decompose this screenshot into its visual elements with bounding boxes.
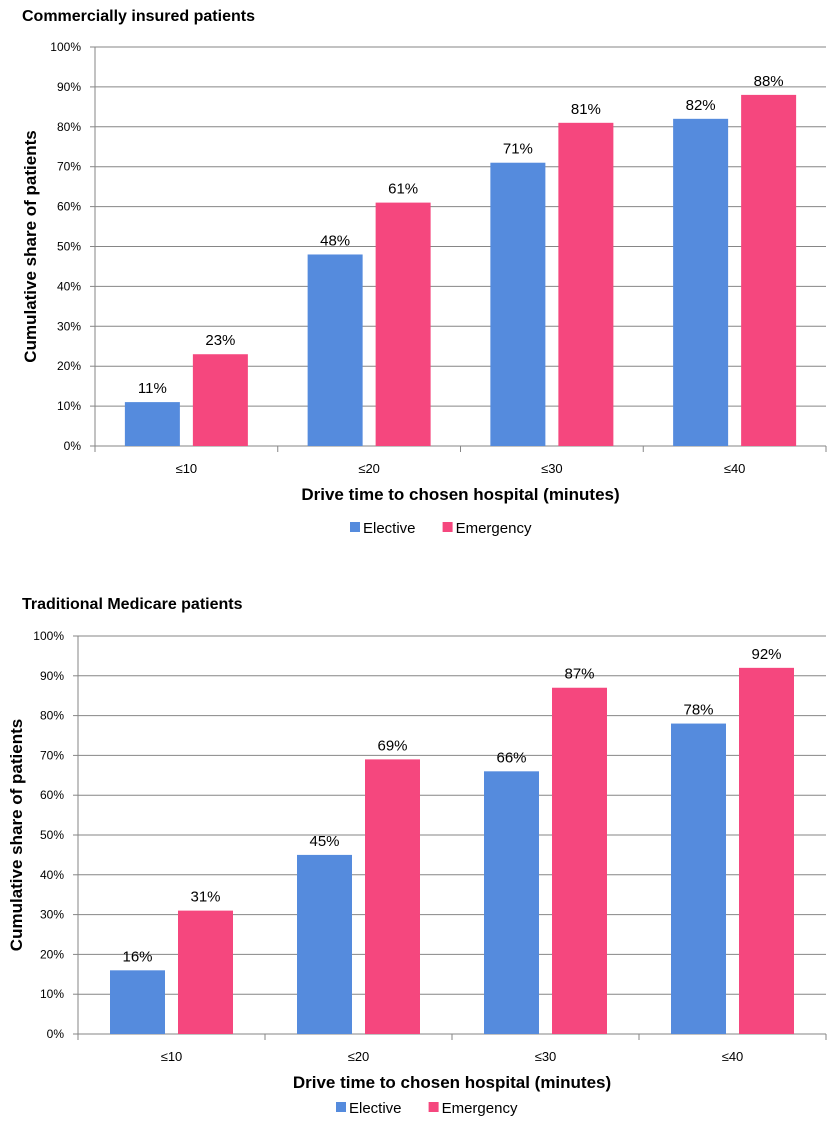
legend-swatch [442,522,453,532]
y-tick-label: 30% [57,319,81,333]
y-tick-label: 90% [40,669,64,683]
x-tick-label: ≤40 [722,1049,744,1064]
x-tick-label: ≤20 [358,461,380,476]
y-tick-label: 40% [40,868,64,882]
legend-swatch [428,1102,439,1112]
y-tick-label: 70% [40,748,64,762]
y-tick-label: 50% [57,240,81,254]
x-tick-label: ≤10 [176,461,198,476]
commercial-chart-svg: 0% 10% 20% 30% 40% 50% 60% 70% 80% 90% 100% ≤10 ≤20 ≤… [21,40,827,537]
y-tick-label: 40% [57,279,81,293]
x-tick-label: ≤30 [535,1049,557,1064]
y-tick-label: 60% [57,200,81,214]
data-label: 81% [571,101,601,118]
legend-label: Elective [349,1100,402,1117]
data-label: 87% [564,666,594,683]
x-axis-label: Drive time to chosen hospital (minutes) [293,1073,611,1092]
data-label: 66% [496,749,526,766]
data-label: 11% [138,380,167,397]
data-label: 71% [503,141,533,158]
commercial-chart: Commercially insured patients 0% 10% 20% 30… [0,0,833,560]
bar-elective [484,771,539,1034]
x-tick-label: ≤40 [724,461,746,476]
bar-elective [671,723,726,1034]
bar-emergency [192,354,248,446]
x-tick-label: ≤20 [348,1049,370,1064]
x-tick-label: ≤30 [541,461,563,476]
data-label: 69% [377,737,407,754]
legend-label: Emergency [442,1100,518,1117]
bar-elective [110,970,165,1034]
y-axis-label: Cumulative share of patients [21,130,40,362]
bar-emergency [741,94,797,446]
x-axis-label: Drive time to chosen hospital (minutes) [301,485,619,504]
y-tick-label: 80% [57,120,81,134]
data-label: 23% [205,332,235,349]
data-label: 45% [309,833,339,850]
bar-emergency [558,122,614,446]
legend-swatch [350,522,360,532]
legend-label: Emergency [456,520,532,537]
data-label: 78% [683,702,713,719]
x-tick-label: ≤10 [161,1049,183,1064]
data-label: 31% [190,889,220,906]
bar-elective [124,402,180,446]
medicare-chart-svg: 0% 10% 20% 30% 40% 50% 60% 70% 80% 90% 100% ≤10 ≤20 ≤… [7,629,827,1117]
y-tick-label: 0% [64,439,82,453]
data-label: 61% [388,181,418,198]
y-tick-label: 100% [33,629,64,643]
bar-emergency [739,667,794,1034]
y-axis-label: Cumulative share of patients [7,719,26,951]
y-tick-label: 30% [40,908,64,922]
medicare-chart: Traditional Medicare patients 0% 10% 20% 30… [0,586,833,1133]
bar-emergency [178,910,233,1034]
bar-emergency [375,202,431,446]
y-tick-label: 80% [40,709,64,723]
chart-title: Traditional Medicare patients [22,596,243,613]
bar-emergency [365,759,420,1034]
bar-elective [673,118,729,446]
y-tick-label: 0% [47,1027,65,1041]
bar-elective [297,854,352,1034]
y-tick-label: 50% [40,828,64,842]
bar-emergency [552,687,607,1034]
legend-swatch [336,1102,346,1112]
y-tick-label: 10% [40,987,64,1001]
data-label: 88% [754,73,784,90]
bar-elective [490,162,546,446]
legend-label: Elective [363,520,416,537]
data-label: 92% [751,646,781,663]
y-tick-label: 20% [40,947,64,961]
chart-title: Commercially insured patients [22,8,255,25]
data-label: 16% [122,948,152,965]
y-tick-label: 90% [57,80,81,94]
y-tick-label: 100% [50,40,81,54]
data-label: 48% [320,232,350,249]
y-tick-label: 20% [57,359,81,373]
bar-elective [307,254,363,446]
y-tick-label: 10% [57,399,81,413]
y-tick-label: 70% [57,160,81,174]
data-label: 82% [686,97,716,114]
y-tick-label: 60% [40,788,64,802]
